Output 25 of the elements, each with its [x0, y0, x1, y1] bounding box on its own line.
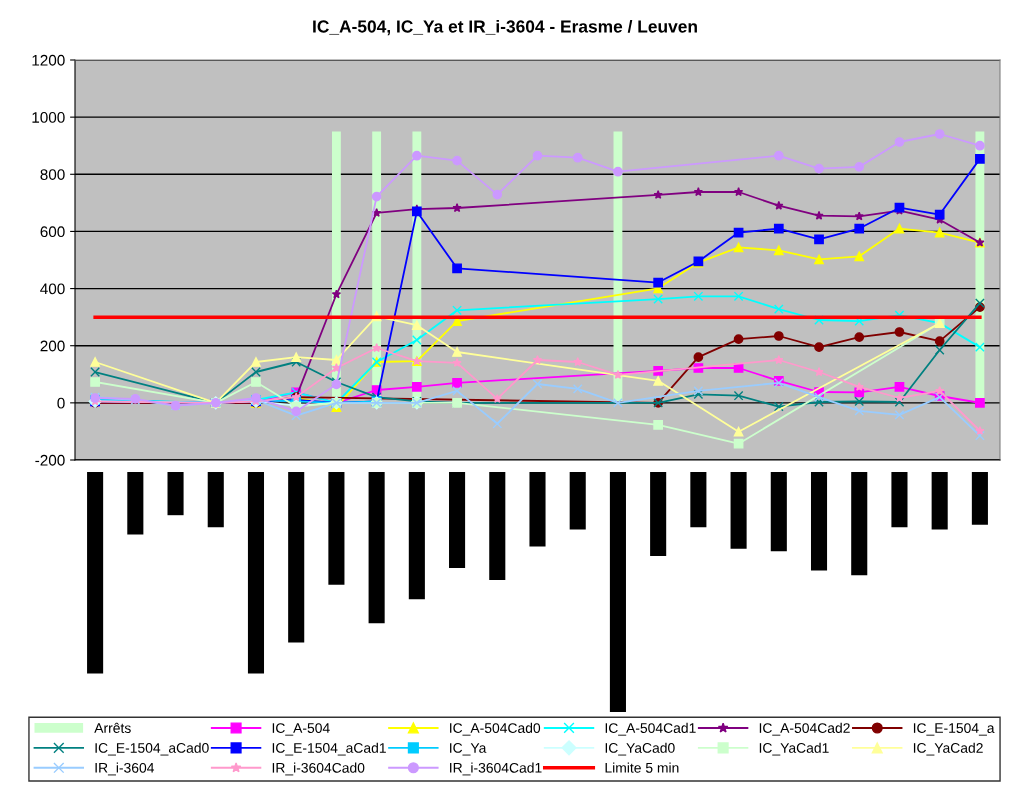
legend-label: IC_Ya	[450, 743, 487, 756]
y-tick-label: 200	[40, 340, 65, 352]
legend-label: IC_A-504Cad1	[605, 722, 696, 736]
legend-label: IR_i-3604	[95, 762, 155, 776]
legend-label: IR_i-3604Cad1	[450, 762, 542, 776]
y-tick-label: 800	[40, 169, 65, 180]
legend-label: IC_A-504Cad2	[759, 722, 850, 736]
chart-title: IC_A-504, IC_Ya et IR_i-3604 - Erasme / Leuven	[313, 19, 697, 36]
legend-label: IC_A-504	[272, 723, 330, 736]
legend-label: IC_YaCad2	[913, 742, 983, 756]
y-tick-label: -200	[35, 454, 65, 466]
legend-label: IC_YaCad0	[605, 742, 675, 756]
legend-label: IC_E-1504_a	[913, 723, 995, 736]
legend-label: Limite 5 min	[605, 762, 679, 773]
y-tick-label: 400	[40, 283, 65, 295]
y-tick-label: 600	[40, 226, 65, 238]
legend-label: IC_E-1504_aCad0	[95, 742, 209, 756]
legend-label: IR_i-3604Cad0	[272, 762, 365, 776]
y-tick-label: 0	[57, 397, 65, 409]
y-tick-label: 1000	[32, 112, 65, 123]
legend-label: Arrêts	[94, 722, 131, 733]
legend-label: IC_E-1504_aCad1	[272, 742, 386, 756]
legend-label: IC_A-504Cad0	[450, 722, 541, 736]
y-tick-label: 1200	[32, 54, 65, 66]
legend-label: IC_YaCad1	[759, 742, 829, 756]
